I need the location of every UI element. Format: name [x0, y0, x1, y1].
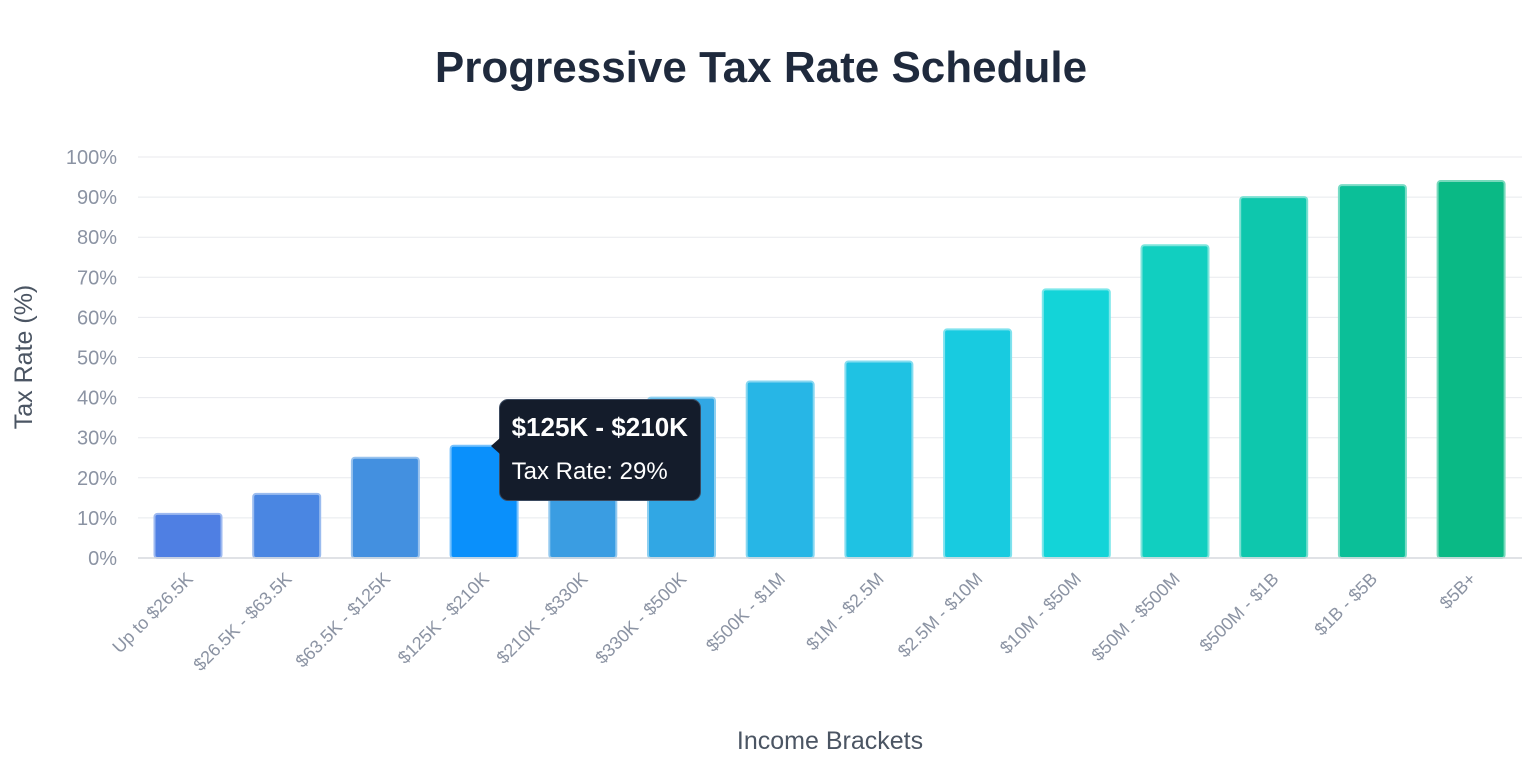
y-tick-label: 30% [77, 428, 117, 450]
x-tick-label: $10M - $50M [996, 569, 1085, 658]
bar[interactable] [153, 512, 223, 560]
bar[interactable] [1041, 288, 1111, 559]
y-tick-label: 70% [77, 267, 117, 289]
bar[interactable] [252, 492, 322, 559]
x-tick-label: $26.5K - $63.5K [189, 569, 295, 675]
y-tick-label: 50% [77, 348, 117, 370]
y-tick-label: 60% [77, 307, 117, 329]
x-axis-ticks: Up to $26.5K$26.5K - $63.5K$63.5K - $125… [108, 569, 1480, 675]
y-tick-label: 90% [77, 187, 117, 209]
x-tick-label: $1M - $2.5M [802, 569, 888, 655]
bar[interactable] [844, 360, 914, 560]
x-tick-label: $5B+ [1436, 569, 1480, 613]
x-axis-label: Income Brackets [737, 727, 923, 755]
y-axis-ticks: 0% 10% 20% 30% 40% 50% 60% 70% 80% 90% 100% [66, 147, 117, 570]
x-tick-label: $500M - $1B [1196, 569, 1283, 656]
y-tick-label: 100% [66, 147, 117, 169]
y-axis-label: Tax Rate (%) [10, 285, 38, 429]
x-tick-label: $63.5K - $125K [292, 569, 395, 672]
bar[interactable] [745, 380, 815, 559]
x-tick-label: Up to $26.5K [108, 569, 196, 657]
tooltip-value: Tax Rate: 29% [511, 457, 668, 485]
bar[interactable] [943, 328, 1013, 559]
y-tick-label: 0% [88, 548, 117, 570]
x-tick-label: $50M - $500M [1088, 569, 1184, 665]
y-tick-label: 40% [77, 388, 117, 410]
bar[interactable] [1140, 244, 1210, 559]
grid [138, 156, 1522, 559]
bar[interactable] [1337, 184, 1407, 559]
bar[interactable] [350, 456, 420, 559]
chart-title: Progressive Tax Rate Schedule [435, 43, 1087, 92]
x-tick-label: $500K - $1M [702, 569, 789, 656]
tooltip-title: $125K - $210K [511, 411, 688, 442]
x-tick-label: $125K - $210K [394, 569, 493, 668]
bar-tooltip: $125K - $210K Tax Rate: 29% [490, 398, 701, 501]
bar[interactable] [1239, 196, 1309, 559]
x-tick-label: $330K - $500K [591, 569, 690, 668]
y-tick-label: 20% [77, 468, 117, 490]
x-tick-label: $2.5M - $10M [894, 569, 987, 662]
y-tick-label: 80% [77, 227, 117, 249]
x-tick-label: $1B - $5B [1310, 569, 1381, 640]
bar[interactable] [1436, 180, 1506, 559]
y-tick-label: 10% [77, 508, 117, 530]
x-tick-label: $210K - $330K [493, 569, 592, 668]
